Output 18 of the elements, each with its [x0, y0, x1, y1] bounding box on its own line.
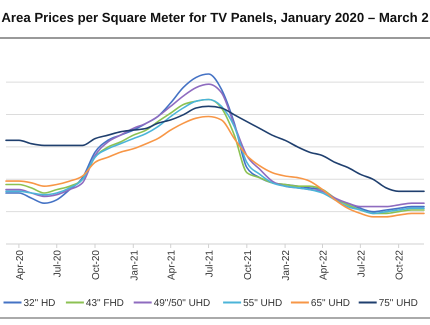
x-tick-label: Oct-22 [394, 250, 406, 280]
legend-label: 43" FHD [86, 298, 124, 309]
legend-label: 49"/50" UHD [154, 298, 210, 309]
chart-title: Area Prices per Square Meter for TV Panels, January 2020 – March 2 [1, 10, 429, 25]
x-tick-label: Jan-21 [129, 250, 140, 281]
x-tick-label: Jul-20 [52, 250, 64, 278]
x-tick-label: Jul-21 [204, 250, 216, 278]
x-tick-label: Apr-22 [318, 250, 330, 280]
legend-label: 55" UHD [243, 298, 282, 309]
x-tick-label: Apr-21 [166, 250, 178, 280]
x-tick-label: Oct-21 [242, 250, 254, 280]
legend-label: 65" UHD [310, 298, 350, 309]
x-tick-label: Oct-20 [91, 250, 102, 280]
x-tick-label: Apr-20 [14, 250, 26, 280]
legend-label: 75" UHD [378, 298, 418, 309]
legend-label: 32" HD [24, 298, 56, 309]
x-tick-label: Jan-22 [281, 250, 292, 281]
x-tick-label: Jul-22 [356, 250, 368, 278]
